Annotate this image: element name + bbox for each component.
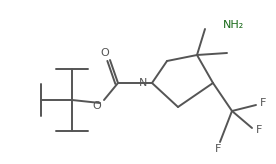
Text: F: F [260, 98, 266, 108]
Text: F: F [215, 144, 221, 154]
Text: N: N [139, 78, 147, 88]
Text: F: F [256, 125, 262, 135]
Text: O: O [93, 101, 101, 111]
Text: NH₂: NH₂ [223, 20, 244, 30]
Text: O: O [101, 48, 109, 58]
